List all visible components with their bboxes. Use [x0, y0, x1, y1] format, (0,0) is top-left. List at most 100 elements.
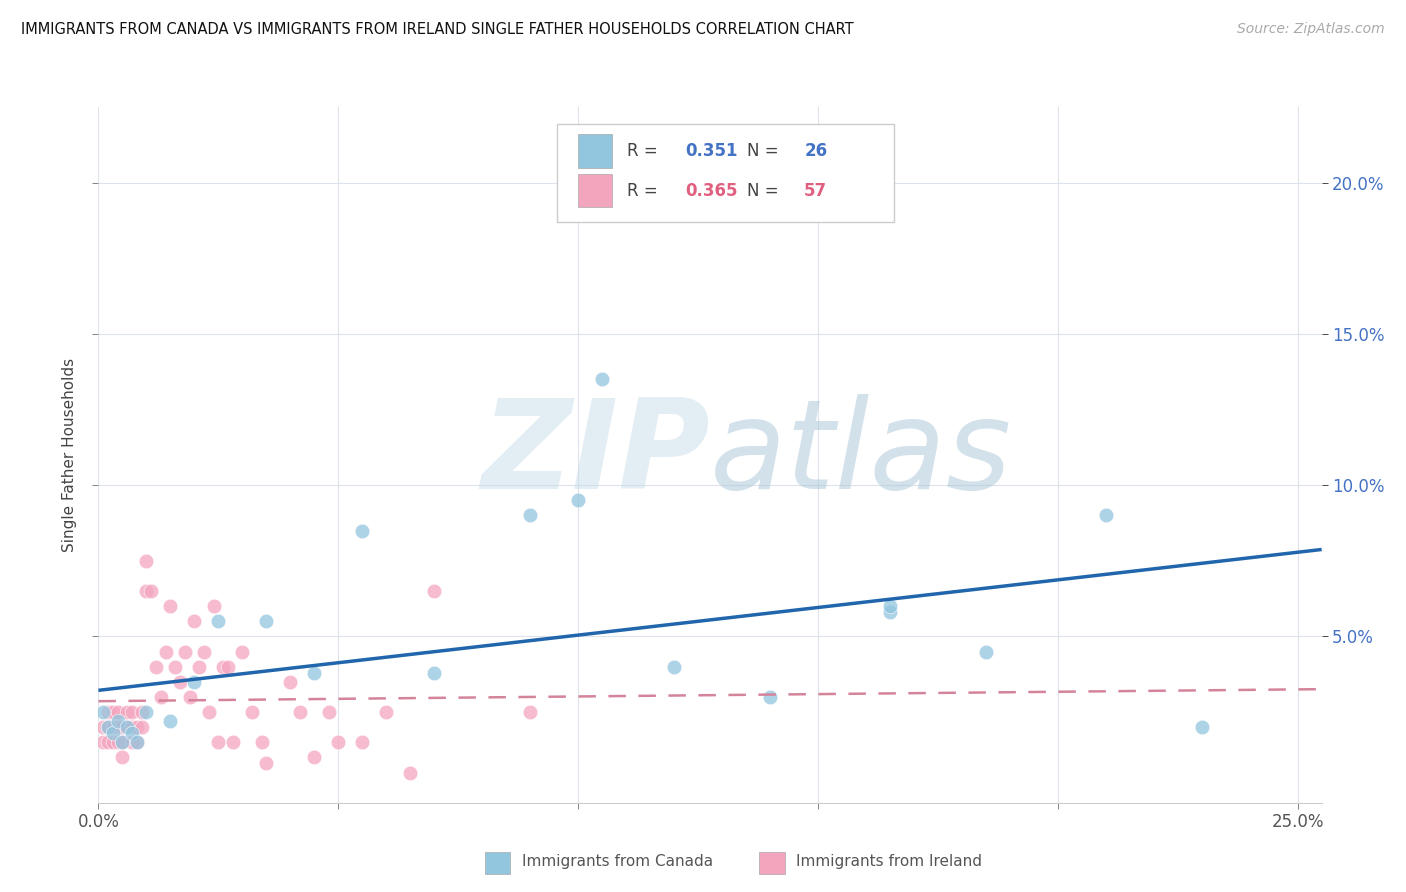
Point	[121, 720, 143, 734]
Point	[423, 584, 446, 599]
Text: Immigrants from Canada: Immigrants from Canada	[522, 854, 713, 869]
Point	[97, 720, 120, 734]
Point	[318, 705, 340, 719]
Point	[165, 659, 187, 673]
Point	[107, 735, 129, 749]
Point	[304, 665, 326, 680]
Point	[107, 720, 129, 734]
Point	[591, 372, 613, 386]
Point	[250, 735, 273, 749]
Point	[91, 705, 114, 719]
Point	[135, 554, 157, 568]
Text: ZIP: ZIP	[481, 394, 710, 516]
Point	[879, 599, 901, 614]
Point	[97, 705, 120, 719]
Text: 0.351: 0.351	[686, 142, 738, 160]
Point	[141, 584, 163, 599]
Point	[423, 665, 446, 680]
Point	[375, 705, 398, 719]
Point	[97, 735, 120, 749]
Point	[115, 705, 138, 719]
Bar	[578, 174, 612, 207]
Point	[111, 750, 134, 764]
Point	[97, 720, 120, 734]
Point	[135, 584, 157, 599]
Point	[107, 714, 129, 728]
Point	[254, 615, 277, 629]
Point	[115, 720, 138, 734]
Point	[352, 524, 374, 538]
Text: R =: R =	[627, 142, 662, 160]
Point	[101, 726, 124, 740]
Point	[202, 599, 225, 614]
Point	[149, 690, 172, 704]
Point	[135, 705, 157, 719]
Point	[145, 659, 167, 673]
Point	[1191, 720, 1213, 734]
Point	[197, 705, 219, 719]
Point	[125, 735, 148, 749]
Point	[125, 735, 148, 749]
Point	[101, 705, 124, 719]
Point	[217, 659, 239, 673]
Point	[121, 726, 143, 740]
Point	[91, 735, 114, 749]
Text: 26: 26	[804, 142, 827, 160]
Y-axis label: Single Father Households: Single Father Households	[62, 358, 77, 552]
Point	[207, 735, 229, 749]
Point	[288, 705, 311, 719]
Point	[254, 756, 277, 771]
Point	[231, 644, 253, 658]
Point	[352, 735, 374, 749]
Point	[183, 674, 205, 689]
Point	[222, 735, 245, 749]
Text: atlas: atlas	[710, 394, 1012, 516]
Point	[159, 599, 181, 614]
Point	[91, 720, 114, 734]
Point	[193, 644, 215, 658]
Point	[304, 750, 326, 764]
Point	[974, 644, 997, 658]
Point	[212, 659, 235, 673]
Text: R =: R =	[627, 182, 662, 200]
FancyBboxPatch shape	[557, 124, 894, 222]
Point	[101, 720, 124, 734]
Point	[278, 674, 301, 689]
Point	[183, 615, 205, 629]
Point	[131, 720, 153, 734]
Point	[519, 508, 541, 523]
Point	[879, 605, 901, 619]
Text: N =: N =	[747, 182, 783, 200]
Bar	[578, 134, 612, 168]
Point	[125, 720, 148, 734]
Text: 0.365: 0.365	[686, 182, 738, 200]
Point	[399, 765, 422, 780]
Point	[115, 720, 138, 734]
Point	[173, 644, 195, 658]
Point	[101, 735, 124, 749]
Point	[107, 705, 129, 719]
Point	[111, 735, 134, 749]
Point	[240, 705, 263, 719]
Text: IMMIGRANTS FROM CANADA VS IMMIGRANTS FROM IRELAND SINGLE FATHER HOUSEHOLDS CORRE: IMMIGRANTS FROM CANADA VS IMMIGRANTS FRO…	[21, 22, 853, 37]
Point	[759, 690, 782, 704]
Point	[207, 615, 229, 629]
Text: Source: ZipAtlas.com: Source: ZipAtlas.com	[1237, 22, 1385, 37]
Point	[169, 674, 191, 689]
Text: Immigrants from Ireland: Immigrants from Ireland	[796, 854, 981, 869]
Point	[159, 714, 181, 728]
Point	[188, 659, 211, 673]
Point	[131, 705, 153, 719]
Point	[111, 735, 134, 749]
Text: 57: 57	[804, 182, 827, 200]
Point	[179, 690, 201, 704]
Point	[155, 644, 177, 658]
Point	[1094, 508, 1116, 523]
Point	[519, 705, 541, 719]
Point	[111, 720, 134, 734]
Point	[121, 705, 143, 719]
Point	[328, 735, 350, 749]
Point	[567, 493, 589, 508]
Point	[121, 735, 143, 749]
Point	[662, 659, 685, 673]
